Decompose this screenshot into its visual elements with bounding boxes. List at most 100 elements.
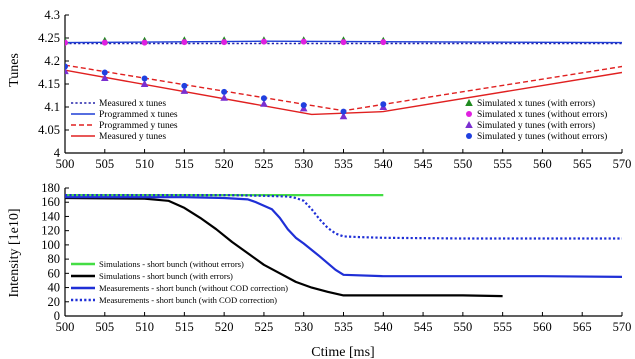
plot-area — [65, 194, 622, 298]
x-tick-label: 535 — [334, 320, 353, 334]
legend-intensity: Simulations - short bunch (without error… — [71, 259, 288, 305]
x-tick-label: 545 — [414, 320, 433, 334]
marker-point-1 — [260, 38, 267, 45]
x-tick-label: 520 — [215, 157, 234, 171]
marker-point-3 — [260, 95, 267, 102]
y-tick-label: 160 — [41, 195, 60, 209]
x-tick-label: 560 — [533, 320, 552, 334]
x-tick-label: 540 — [374, 157, 393, 171]
marker-point-1 — [65, 39, 68, 46]
legend-right: Simulated x tunes (with errors)Simulated… — [465, 98, 607, 142]
x-tick-label: 560 — [533, 157, 552, 171]
legend-marker — [465, 121, 473, 128]
marker-point-3 — [181, 82, 188, 89]
x-tick-label: 525 — [255, 320, 274, 334]
x-tick-label: 530 — [294, 320, 313, 334]
y-tick-label: 100 — [41, 238, 60, 252]
x-tick-label: 540 — [374, 320, 393, 334]
x-tick-label: 570 — [613, 157, 632, 171]
marker-point-3 — [101, 69, 108, 76]
legend-label: Measurements - short bunch (without COD … — [99, 283, 288, 293]
y-tick-label: 140 — [41, 209, 60, 223]
marker-point-1 — [380, 39, 387, 46]
y-tick-label: 0 — [54, 309, 60, 323]
legend-label: Measured x tunes — [99, 99, 166, 109]
y-tick-label: 4.1 — [44, 100, 60, 114]
marker-point-3 — [300, 102, 307, 109]
legend-label: Simulated x tunes (with errors) — [477, 98, 595, 109]
marker-point-2 — [220, 93, 228, 101]
y-tick-label: 120 — [41, 224, 60, 238]
marker-point-3 — [340, 108, 347, 115]
marker-point-2 — [100, 74, 109, 82]
marker-point-2 — [180, 86, 189, 94]
x-tick-label: 535 — [334, 157, 353, 171]
legend-label: Programmed y tunes — [99, 121, 178, 131]
marker-point-1 — [340, 39, 347, 46]
y-tick-label: 4.2 — [44, 54, 60, 68]
y-tick-label: 4.25 — [38, 31, 60, 45]
x-tick-label: 570 — [613, 320, 632, 334]
x-tick-label: 510 — [135, 320, 154, 334]
x-tick-label: 545 — [414, 157, 433, 171]
marker-point-2 — [260, 99, 268, 107]
y-tick-label: 4 — [54, 146, 61, 160]
marker-point-1 — [221, 39, 228, 46]
x-tick-label: 520 — [215, 320, 234, 334]
marker-point-1 — [141, 39, 148, 46]
x-tick-label: 500 — [56, 320, 75, 334]
x-tick-label: 515 — [175, 320, 194, 334]
x-tick-label: 565 — [573, 320, 592, 334]
legend-label: Simulated x tunes (without errors) — [477, 109, 607, 120]
series-line-3 — [65, 194, 622, 240]
x-tick-label: 500 — [56, 157, 75, 171]
y-tick-label: 4.05 — [38, 123, 60, 137]
legend-label: Simulations - short bunch (without error… — [99, 259, 244, 269]
marker-point-2 — [339, 112, 348, 120]
x-axis-label: Ctime [ms] — [311, 345, 374, 359]
y-tick-label: 180 — [41, 181, 60, 195]
y-tick-label: 60 — [48, 266, 61, 280]
x-tick-label: 505 — [95, 320, 114, 334]
legend-label: Measurements - short bunch (with COD cor… — [99, 295, 277, 305]
x-tick-label: 525 — [255, 157, 274, 171]
x-tick-label: 555 — [493, 157, 512, 171]
x-tick-label: 550 — [453, 157, 472, 171]
legend-marker — [465, 99, 473, 106]
y-tick-label: 4.3 — [44, 8, 60, 22]
legend-label: Simulated y tunes (with errors) — [477, 120, 595, 131]
x-tick-label: 505 — [95, 157, 114, 171]
legend-label: Simulated y tunes (without errors) — [477, 131, 607, 142]
y-tick-label: 20 — [48, 295, 61, 309]
series-line-3 — [65, 69, 622, 116]
tunes-panel: 500 505 510 515 520 525 530 535 540 545 550 555 560 5… — [38, 8, 631, 171]
legend-label: Simulations - short bunch (with errors) — [99, 271, 233, 281]
legend-label: Measured y tunes — [99, 132, 166, 142]
legend-marker — [466, 133, 472, 139]
marker-point-2 — [140, 80, 149, 87]
series-line-1 — [65, 196, 503, 298]
marker-point-3 — [141, 75, 148, 82]
plot-area — [65, 36, 622, 120]
legend-marker — [466, 111, 472, 117]
tunes-ylabel: Tunes — [7, 53, 22, 87]
y-tick-label: 40 — [48, 281, 61, 295]
intensity-panel: 500 505 510 515 520 525 530 535 540 545 550 555 560 5… — [41, 181, 631, 334]
intensity-ylabel: Intensity [1e10] — [7, 208, 22, 297]
marker-point-3 — [65, 63, 68, 70]
x-tick-label: 510 — [135, 157, 154, 171]
marker-point-1 — [101, 39, 108, 46]
x-tick-label: 515 — [175, 157, 194, 171]
marker-point-1 — [300, 38, 307, 45]
x-tick-label: 565 — [573, 157, 592, 171]
y-tick-label: 4.15 — [38, 77, 60, 91]
legend-label: Programmed x tunes — [99, 110, 178, 120]
y-tick-label: 80 — [48, 252, 61, 266]
x-tick-label: 530 — [294, 157, 313, 171]
x-tick-label: 555 — [493, 320, 512, 334]
marker-point-1 — [181, 39, 188, 46]
x-tick-label: 550 — [453, 320, 472, 334]
series-line-2 — [65, 196, 622, 278]
